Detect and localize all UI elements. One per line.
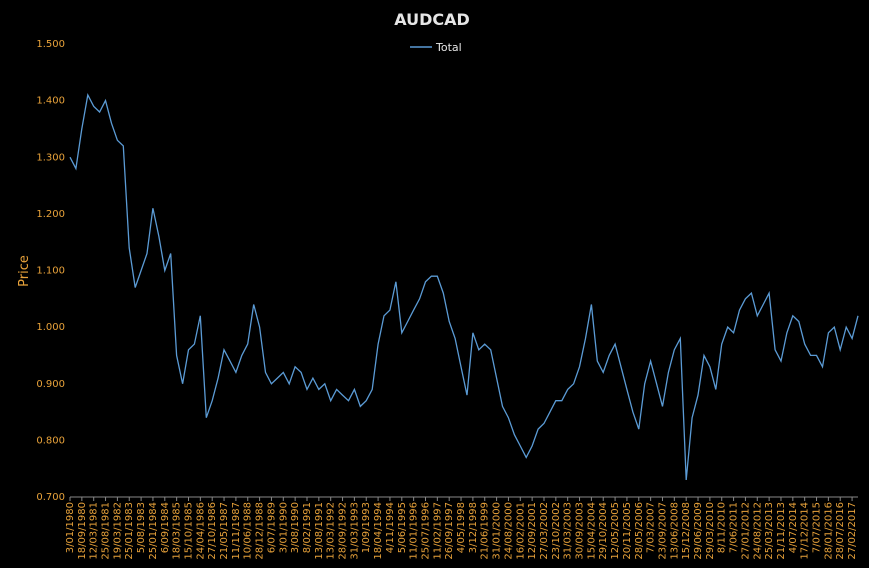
x-tick-label: 29/06/2009 [693,502,704,560]
x-tick-label: 18/04/1994 [373,502,384,560]
x-tick-label: 20/11/2005 [622,502,633,560]
x-tick-label: 13/03/1992 [326,502,337,560]
x-tick-label: 4/11/1994 [385,502,396,553]
x-tick-label: 1/09/1993 [361,502,372,553]
legend-label: Total [435,41,462,54]
x-tick-label: 25/08/1981 [101,502,112,560]
x-tick-label: 5/08/1983 [136,502,147,553]
x-tick-label: 13/08/1991 [314,502,325,560]
x-tick-label: 31/03/2003 [563,502,574,560]
x-tick-label: 28/01/2016 [823,502,834,560]
x-tick-label: 24/08/2000 [503,502,514,560]
x-tick-label: 3/01/1980 [65,502,76,553]
x-tick-label: 15/12/2008 [681,502,692,560]
x-tick-label: 19/03/1982 [112,502,123,560]
x-tick-label: 27/01/2012 [740,502,751,560]
x-tick-label: 3/01/1990 [278,502,289,553]
y-tick-label: 1.000 [36,322,65,333]
line-series [69,93,859,481]
x-tick-label: 25/01/1983 [124,502,135,560]
x-tick-label: 24/04/1986 [195,502,206,560]
x-tick-label: 16/02/2001 [515,502,526,560]
x-tick-label: 3/08/1990 [290,502,301,553]
x-tick-label: 25/01/1984 [148,502,159,560]
x-tick-label: 15/10/1985 [183,502,194,560]
x-tick-label: 28/09/1992 [338,502,349,560]
x-tick-label: 5/06/1995 [397,502,408,553]
x-tick-label: 13/06/2008 [669,502,680,560]
x-tick-label: 7/03/2007 [646,502,657,553]
x-tick-label: 11/11/1987 [231,502,242,560]
y-tick-label: 0.700 [36,492,65,503]
x-tick-label: 26/09/1997 [444,502,455,560]
x-tick-label: 11/01/1996 [409,502,420,560]
x-tick-label: 29/10/2004 [598,502,609,560]
x-tick-label: 4/07/2014 [788,502,799,553]
x-tick-label: 10/06/1988 [243,502,254,560]
x-tick-label: 12/03/1981 [89,502,100,560]
x-tick-label: 31/01/2000 [492,502,503,560]
x-tick-label: 25/03/2013 [764,502,775,560]
x-tick-label: 7/06/2011 [729,502,740,553]
x-tick-label: 28/12/1988 [255,502,266,560]
x-tick-label: 28/05/2006 [634,502,645,560]
y-tick-label: 1.100 [36,266,65,277]
chart-title: AUDCAD [394,10,470,29]
x-tick-label: 6/09/1984 [160,502,171,553]
x-tick-label: 7/07/2015 [812,502,823,553]
x-tick-label: 27/10/1986 [207,502,218,560]
x-tick-label: 12/05/2005 [610,502,621,560]
x-tick-label: 28/07/2016 [835,502,846,560]
y-tick-label: 1.300 [36,152,65,163]
x-tick-label: 25/07/1996 [420,502,431,560]
x-tick-label: 27/03/2002 [539,502,550,560]
x-tick-label: 24/08/2012 [752,502,763,560]
x-tick-label: 21/11/2013 [776,502,787,560]
x-tick-label: 17/12/2014 [800,502,811,560]
x-tick-label: 6/07/1989 [266,502,277,553]
y-tick-label: 0.800 [36,435,65,446]
y-tick-label: 0.900 [36,379,65,390]
y-axis-label: Price [17,255,32,287]
x-tick-label: 15/04/2004 [586,502,597,560]
x-tick-label: 18/03/1985 [172,502,183,560]
x-tick-label: 11/02/1997 [432,502,443,560]
y-tick-label: 1.500 [36,39,65,50]
x-tick-label: 30/09/2003 [575,502,586,560]
x-tick-label: 21/05/1987 [219,502,230,560]
y-tick-label: 1.200 [36,209,65,220]
x-tick-label: 12/09/2001 [527,502,538,560]
x-tick-label: 4/05/1998 [456,502,467,553]
y-tick-label: 1.400 [36,96,65,107]
x-tick-label: 18/09/1980 [77,502,88,560]
x-tick-label: 3/12/1998 [468,502,479,553]
x-tick-label: 21/06/1999 [480,502,491,560]
x-tick-label: 23/10/2002 [551,502,562,560]
x-tick-label: 8/02/1991 [302,502,313,553]
x-tick-label: 27/02/2017 [847,502,858,560]
x-tick-label: 23/09/2007 [657,502,668,560]
x-tick-label: 29/03/2010 [705,502,716,560]
x-tick-label: 8/11/2010 [717,502,728,553]
x-tick-label: 31/03/1993 [349,502,360,560]
